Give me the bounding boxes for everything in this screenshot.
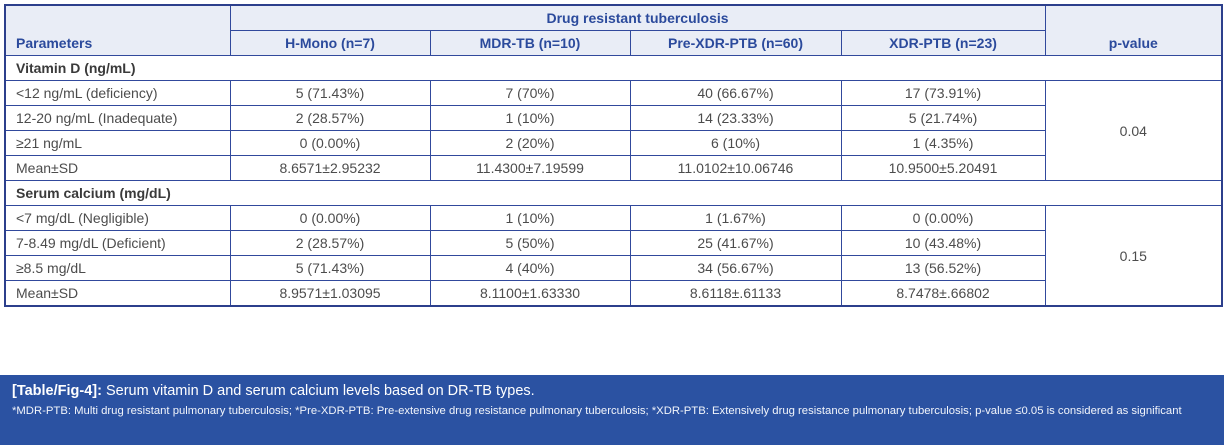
group-header-drug-resistant-tb: Drug resistant tuberculosis — [229, 4, 1046, 31]
table-row: <7 mg/dL (Negligible) 0 (0.00%) 1 (10%) … — [4, 205, 1223, 307]
value-cell: 5 (21.74%) — [840, 105, 1046, 131]
col-header-mdr-tb: MDR-TB (n=10) — [429, 30, 631, 56]
table-row: Mean±SD 8.6571±2.95232 11.4300±7.19599 1… — [4, 155, 1222, 181]
row-label: ≥8.5 mg/dL — [4, 255, 231, 281]
value-cell: 17 (73.91%) — [840, 80, 1046, 106]
value-cell: 5 (50%) — [429, 230, 631, 256]
value-cell: 0 (0.00%) — [229, 205, 431, 231]
table-caption-band: [Table/Fig-4]: Serum vitamin D and serum… — [0, 375, 1224, 445]
header-row-columns: H-Mono (n=7) MDR-TB (n=10) Pre-XDR-PTB (… — [5, 30, 1222, 56]
value-cell: 7 (70%) — [429, 80, 631, 106]
row-label: Mean±SD — [4, 280, 231, 307]
value-cell: 8.1100±1.63330 — [429, 280, 631, 307]
value-cell: 10 (43.48%) — [840, 230, 1046, 256]
dr-tb-results-table: Parameters Drug resistant tuberculosis p… — [4, 4, 1224, 307]
value-cell: 1 (10%) — [429, 105, 631, 131]
section-row-serum-calcium: Serum calcium (mg/dL) — [4, 180, 1223, 206]
p-value-cell-serum-calcium: 0.15 — [1044, 205, 1223, 307]
row-label: 7-8.49 mg/dL (Deficient) — [4, 230, 231, 256]
row-label: ≥21 ng/mL — [4, 130, 231, 156]
col-header-pre-xdr-ptb: Pre-XDR-PTB (n=60) — [629, 30, 842, 56]
value-cell: 40 (66.67%) — [629, 80, 842, 106]
value-cell: 11.0102±10.06746 — [629, 155, 842, 181]
p-value-cell-vitamin-d: 0.04 — [1044, 80, 1223, 181]
col-header-xdr-ptb: XDR-PTB (n=23) — [840, 30, 1046, 56]
caption-text: Serum vitamin D and serum calcium levels… — [101, 383, 535, 399]
value-cell: 8.6571±2.95232 — [229, 155, 431, 181]
row-label: Mean±SD — [4, 155, 231, 181]
value-cell: 25 (41.67%) — [629, 230, 842, 256]
table-row: 12-20 ng/mL (Inadequate) 2 (28.57%) 1 (1… — [4, 105, 1222, 131]
col-header-p-value: p-value — [1044, 4, 1223, 56]
value-cell: 2 (28.57%) — [229, 230, 431, 256]
table-row: <12 ng/mL (deficiency) 5 (71.43%) 7 (70%… — [4, 80, 1223, 181]
value-cell: 34 (56.67%) — [629, 255, 842, 281]
row-label: 12-20 ng/mL (Inadequate) — [4, 105, 231, 131]
section-header-vitamin-d: Vitamin D (ng/mL) — [4, 55, 1223, 81]
row-label: <12 ng/mL (deficiency) — [4, 80, 231, 106]
value-cell: 1 (1.67%) — [629, 205, 842, 231]
value-cell: 11.4300±7.19599 — [429, 155, 631, 181]
value-cell: 6 (10%) — [629, 130, 842, 156]
section-row-vitamin-d: Vitamin D (ng/mL) — [4, 55, 1223, 81]
table-container: Parameters Drug resistant tuberculosis p… — [4, 4, 1224, 307]
value-cell: 8.9571±1.03095 — [229, 280, 431, 307]
value-cell: 5 (71.43%) — [229, 255, 431, 281]
header-row-group: Parameters Drug resistant tuberculosis p… — [4, 4, 1223, 56]
value-cell: 8.6118±.61133 — [629, 280, 842, 307]
table-caption: [Table/Fig-4]: Serum vitamin D and serum… — [12, 381, 1210, 402]
value-cell: 5 (71.43%) — [229, 80, 431, 106]
table-row: ≥8.5 mg/dL 5 (71.43%) 4 (40%) 34 (56.67%… — [4, 255, 1222, 281]
value-cell: 1 (4.35%) — [840, 130, 1046, 156]
value-cell: 4 (40%) — [429, 255, 631, 281]
value-cell: 14 (23.33%) — [629, 105, 842, 131]
table-row: ≥21 ng/mL 0 (0.00%) 2 (20%) 6 (10%) 1 (4… — [4, 130, 1222, 156]
caption-tag: [Table/Fig-4]: — [12, 383, 102, 399]
value-cell: 8.7478±.66802 — [840, 280, 1046, 307]
col-header-h-mono: H-Mono (n=7) — [229, 30, 431, 56]
caption-footnote: *MDR-PTB: Multi drug resistant pulmonary… — [12, 405, 1182, 418]
value-cell: 13 (56.52%) — [840, 255, 1046, 281]
value-cell: 1 (10%) — [429, 205, 631, 231]
value-cell: 2 (20%) — [429, 130, 631, 156]
col-header-parameters: Parameters — [4, 4, 231, 56]
table-row: Mean±SD 8.9571±1.03095 8.1100±1.63330 8.… — [4, 280, 1222, 307]
value-cell: 2 (28.57%) — [229, 105, 431, 131]
section-header-serum-calcium: Serum calcium (mg/dL) — [4, 180, 1223, 206]
value-cell: 0 (0.00%) — [840, 205, 1046, 231]
value-cell: 10.9500±5.20491 — [840, 155, 1046, 181]
row-label: <7 mg/dL (Negligible) — [4, 205, 231, 231]
value-cell: 0 (0.00%) — [229, 130, 431, 156]
table-row: 7-8.49 mg/dL (Deficient) 2 (28.57%) 5 (5… — [4, 230, 1222, 256]
